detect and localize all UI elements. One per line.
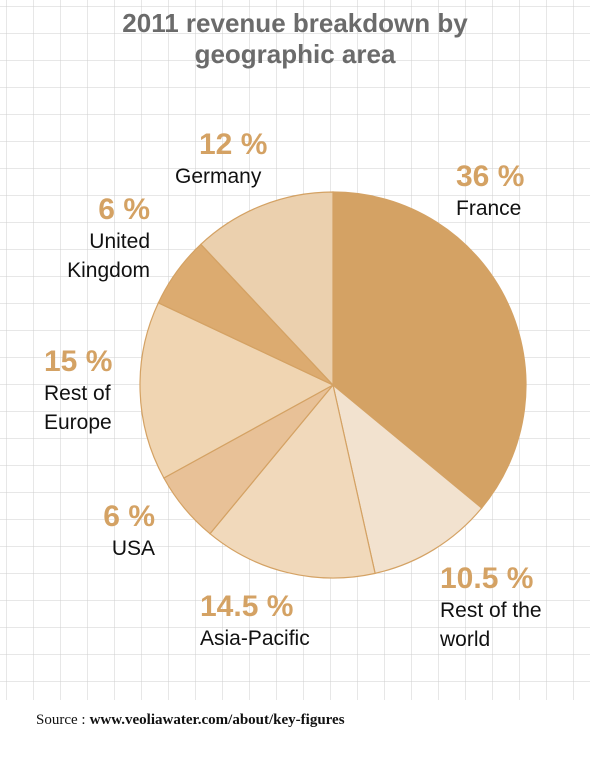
source: Source : www.veoliawater.com/about/key-fi… <box>36 712 345 729</box>
value-label: 10.5 % <box>440 562 534 595</box>
category-label: Rest of Europe <box>44 382 112 434</box>
slice-label: 14.5 % Asia-Pacific <box>200 590 340 653</box>
source-url: www.veoliawater.com/about/key-figures <box>89 712 345 728</box>
slice-label: 6 % United Kingdom <box>40 193 150 285</box>
pie-slice <box>139 302 335 479</box>
slice-label: 36 % France <box>456 160 576 223</box>
value-label: 6 % <box>103 500 155 533</box>
category-label: USA <box>111 537 155 560</box>
pie-slice <box>332 383 483 575</box>
category-label: Asia-Pacific <box>200 627 310 650</box>
category-label: France <box>456 197 522 220</box>
slice-label: 10.5 % Rest of the world <box>440 562 550 654</box>
source-label: Source : <box>36 712 86 728</box>
value-label: 15 % <box>44 345 113 378</box>
category-label: Germany <box>175 165 262 188</box>
slice-label: 6 % USA <box>60 500 155 563</box>
category-label: Rest of the world <box>440 599 542 651</box>
value-label: 36 % <box>456 160 525 193</box>
slice-label: 15 % Rest of Europe <box>44 345 139 437</box>
pie-slice <box>332 191 527 509</box>
value-label: 14.5 % <box>200 590 294 623</box>
value-label: 6 % <box>98 193 150 226</box>
value-label: 12 % <box>199 128 268 161</box>
category-label: United Kingdom <box>67 230 150 282</box>
pie-slice <box>200 191 334 387</box>
chart-title: 2011 revenue breakdown by geographic are… <box>122 8 468 69</box>
pie-slice <box>209 383 376 579</box>
slice-label: 12 % Germany <box>175 128 295 191</box>
